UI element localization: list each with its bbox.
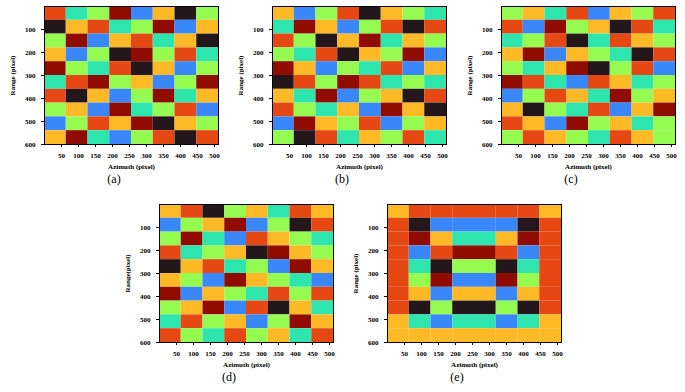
svg-text:250: 250 — [352, 152, 363, 160]
svg-text:400: 400 — [518, 350, 529, 358]
svg-text:600: 600 — [140, 339, 151, 347]
svg-text:400: 400 — [140, 293, 151, 301]
svg-text:200: 200 — [25, 49, 36, 57]
svg-text:500: 500 — [666, 152, 677, 160]
html-text:(e): (e) — [450, 370, 464, 384]
svg-text:200: 200 — [450, 350, 461, 358]
svg-text:500: 500 — [368, 316, 379, 324]
svg-text:Range (pixel): Range (pixel) — [466, 55, 474, 96]
svg-text:400: 400 — [290, 350, 301, 358]
svg-text:400: 400 — [632, 152, 643, 160]
svg-text:300: 300 — [141, 152, 152, 160]
svg-text:150: 150 — [90, 152, 101, 160]
svg-text:300: 300 — [25, 72, 36, 80]
svg-text:400: 400 — [253, 95, 264, 103]
svg-text:600: 600 — [25, 141, 36, 149]
svg-text:50: 50 — [173, 350, 181, 358]
html-text:(d): (d) — [222, 370, 236, 384]
svg-text:Range (pixel): Range (pixel) — [237, 55, 245, 96]
svg-text:400: 400 — [25, 95, 36, 103]
svg-text:350: 350 — [158, 152, 169, 160]
svg-text:300: 300 — [482, 72, 493, 80]
svg-text:100: 100 — [73, 152, 84, 160]
svg-text:400: 400 — [482, 95, 493, 103]
svg-text:200: 200 — [368, 247, 379, 255]
svg-text:100: 100 — [25, 26, 36, 34]
svg-text:50: 50 — [401, 350, 409, 358]
svg-text:Azimuth (pixel): Azimuth (pixel) — [565, 163, 613, 171]
svg-text:600: 600 — [368, 339, 379, 347]
svg-text:600: 600 — [482, 141, 493, 149]
svg-text:200: 200 — [107, 152, 118, 160]
svg-text:400: 400 — [368, 293, 379, 301]
svg-text:500: 500 — [552, 350, 563, 358]
svg-text:250: 250 — [467, 350, 478, 358]
svg-text:300: 300 — [369, 152, 380, 160]
svg-text:300: 300 — [140, 270, 151, 278]
svg-text:600: 600 — [253, 141, 264, 149]
svg-text:50: 50 — [515, 152, 523, 160]
svg-text:Azimuth (pixel): Azimuth (pixel) — [223, 361, 271, 369]
svg-text:350: 350 — [386, 152, 397, 160]
svg-text:Azimuth (pixel): Azimuth (pixel) — [336, 163, 384, 171]
svg-text:100: 100 — [140, 224, 151, 232]
svg-text:Range(pixel): Range(pixel) — [124, 254, 132, 293]
svg-text:500: 500 — [140, 316, 151, 324]
svg-text:450: 450 — [192, 152, 203, 160]
svg-text:350: 350 — [273, 350, 284, 358]
svg-text:250: 250 — [581, 152, 592, 160]
svg-text:450: 450 — [535, 350, 546, 358]
svg-text:Azimuth (pixel): Azimuth (pixel) — [451, 361, 499, 369]
svg-text:300: 300 — [484, 350, 495, 358]
svg-text:250: 250 — [124, 152, 135, 160]
html-text:(b): (b) — [335, 172, 349, 186]
svg-text:500: 500 — [482, 118, 493, 126]
svg-text:Range (pixel): Range (pixel) — [352, 253, 360, 294]
svg-text:100: 100 — [368, 224, 379, 232]
svg-text:100: 100 — [188, 350, 199, 358]
svg-text:400: 400 — [403, 152, 414, 160]
svg-text:500: 500 — [253, 118, 264, 126]
svg-text:250: 250 — [239, 350, 250, 358]
html-text:(c): (c) — [564, 172, 578, 186]
svg-text:150: 150 — [205, 350, 216, 358]
svg-text:500: 500 — [25, 118, 36, 126]
svg-text:100: 100 — [530, 152, 541, 160]
svg-text:500: 500 — [324, 350, 335, 358]
svg-text:300: 300 — [256, 350, 267, 358]
svg-text:450: 450 — [649, 152, 660, 160]
svg-text:200: 200 — [335, 152, 346, 160]
svg-text:100: 100 — [301, 152, 312, 160]
svg-text:Range (pixel): Range (pixel) — [9, 55, 17, 96]
svg-text:450: 450 — [420, 152, 431, 160]
svg-text:500: 500 — [437, 152, 448, 160]
svg-text:50: 50 — [286, 152, 294, 160]
svg-text:100: 100 — [253, 26, 264, 34]
svg-text:400: 400 — [175, 152, 186, 160]
svg-text:350: 350 — [615, 152, 626, 160]
svg-text:450: 450 — [307, 350, 318, 358]
svg-text:100: 100 — [482, 26, 493, 34]
svg-text:300: 300 — [368, 270, 379, 278]
svg-text:200: 200 — [482, 49, 493, 57]
svg-text:300: 300 — [253, 72, 264, 80]
svg-text:200: 200 — [222, 350, 233, 358]
svg-text:50: 50 — [58, 152, 66, 160]
svg-text:150: 150 — [433, 350, 444, 358]
svg-text:150: 150 — [547, 152, 558, 160]
svg-text:200: 200 — [564, 152, 575, 160]
svg-text:350: 350 — [501, 350, 512, 358]
svg-text:100: 100 — [416, 350, 427, 358]
svg-text:200: 200 — [140, 247, 151, 255]
svg-text:150: 150 — [318, 152, 329, 160]
html-text:(a): (a) — [107, 172, 121, 186]
svg-text:300: 300 — [598, 152, 609, 160]
svg-text:Azimuth (pixel): Azimuth (pixel) — [108, 163, 156, 171]
svg-text:200: 200 — [253, 49, 264, 57]
svg-text:500: 500 — [209, 152, 220, 160]
